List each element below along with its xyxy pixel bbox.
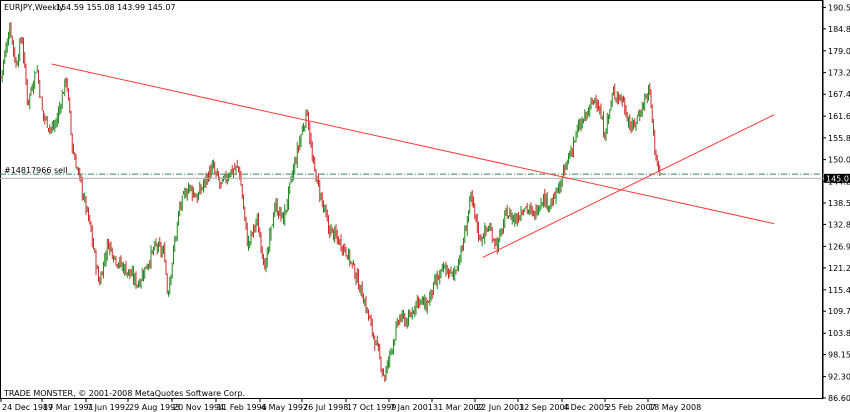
y-tick-label: 121.25 <box>828 264 850 273</box>
x-tick-label: 25 Feb 2007 <box>606 403 656 412</box>
x-tick-label: 22 Jun 2003 <box>476 403 524 412</box>
x-tick-label: 29 Aug 1993 <box>129 403 180 412</box>
order-label: #14817966 sell <box>4 166 68 175</box>
trendline-support[interactable] <box>482 114 775 258</box>
y-tick-label: 161.60 <box>828 112 850 121</box>
y-tick-label: 115.40 <box>828 286 850 295</box>
y-tick-label: 92.30 <box>828 373 850 382</box>
y-tick-label: 155.85 <box>828 134 850 143</box>
y-tick-label: 98.15 <box>828 351 850 360</box>
x-tick-label: 26 Jul 1998 <box>303 403 348 412</box>
y-tick-label: 173.20 <box>828 69 850 78</box>
x-tick-label: 7 Jan 2001 <box>390 403 433 412</box>
ohlc-values: 154.59 155.08 143.99 145.07 <box>56 3 176 12</box>
y-tick-label: 103.85 <box>828 329 850 338</box>
y-tick-label: 190.55 <box>828 3 850 12</box>
x-tick-label: 24 Dec 1989 <box>2 403 53 412</box>
x-tick-label: 12 Sep 2004 <box>519 403 570 412</box>
x-tick-label: 11 Feb 1996 <box>217 403 267 412</box>
price-axis: 190.55 184.85 179.00 173.20 167.45 161.60 155.… <box>823 3 850 403</box>
y-tick-label: 109.70 <box>828 307 850 316</box>
current-price-value: 145.07 <box>826 174 850 183</box>
y-tick-label: 126.95 <box>828 242 850 251</box>
x-tick-label: 4 May 1997 <box>261 403 308 412</box>
copyright-footer: TRADE MONSTER, © 2001-2008 MetaQuotes So… <box>3 389 245 398</box>
x-tick-label: 17 Mar 1991 <box>43 403 94 412</box>
y-tick-label: 150.05 <box>828 156 850 165</box>
x-tick-label: 20 Nov 1994 <box>173 403 224 412</box>
x-tick-label: 31 Mar 2002 <box>433 403 484 412</box>
y-tick-label: 132.80 <box>828 220 850 229</box>
y-tick-label: 184.85 <box>828 25 850 34</box>
overlay-lines <box>0 63 823 258</box>
y-tick-label: 138.50 <box>828 199 850 208</box>
current-price-tag <box>824 173 850 183</box>
x-tick-label: 4 Dec 2005 <box>563 403 609 412</box>
symbol-timeframe: EURJPY,Weekly <box>4 3 64 12</box>
candlestick-series <box>0 22 661 383</box>
trendline-resistance[interactable] <box>51 63 775 225</box>
x-tick-label: 7 Jun 1992 <box>87 403 130 412</box>
x-tick-label: 17 Oct 1999 <box>347 403 396 412</box>
y-tick-label: 86.60 <box>828 394 850 403</box>
plot-area[interactable] <box>0 0 823 399</box>
x-tick-label: 18 May 2008 <box>649 403 701 412</box>
y-tick-label: 167.45 <box>828 90 850 99</box>
y-tick-label: 179.00 <box>828 47 850 56</box>
